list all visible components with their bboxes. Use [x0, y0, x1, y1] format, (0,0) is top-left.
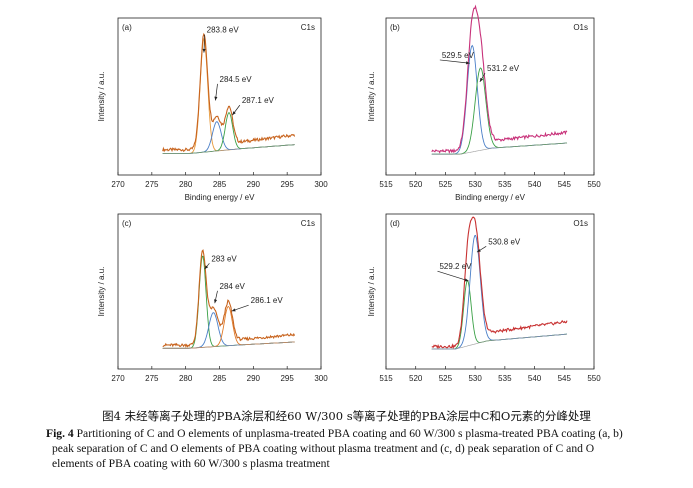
xps-figure: 270 275 280 285 290 295 300 Binding energy / eV… [97, 4, 601, 383]
peak-annotation: 531.2 eV [487, 64, 520, 73]
chart-panel-c: 270 275 280 285 290 295 300 Intensity / a.u. (c)… [97, 213, 328, 383]
series-component-3 [162, 305, 295, 349]
x-tick-label: 515 [379, 374, 393, 383]
x-tick-label: 525 [439, 374, 453, 383]
series-envelope [162, 249, 296, 348]
annotation-arrowhead [479, 77, 484, 82]
x-tick-label: 550 [587, 374, 601, 383]
y-axis-label: Intensity / a.u. [367, 72, 376, 122]
x-tick-label: 295 [280, 374, 294, 383]
chart-panel-b: 515 520 525 530 535 540 545 550 Binding energy /… [367, 4, 601, 202]
x-tick-label: 535 [498, 374, 512, 383]
series-component-3 [162, 112, 295, 154]
chart-panel-a: 270 275 280 285 290 295 300 Binding energy / eV… [97, 17, 328, 202]
series-background [162, 341, 295, 349]
panel-label: (b) [390, 23, 400, 32]
series-component-1 [431, 44, 568, 155]
x-tick-label: 270 [111, 180, 125, 189]
annotation-arrowhead [476, 248, 481, 253]
x-tick-label: 285 [213, 374, 227, 383]
plot-frame [385, 213, 595, 370]
x-tick-label: 300 [314, 374, 328, 383]
y-axis-label: Intensity / a.u. [97, 267, 106, 317]
plot-frame [117, 17, 322, 176]
series-envelope [431, 4, 568, 154]
x-tick-label: 515 [379, 180, 393, 189]
x-tick-label: 535 [498, 180, 512, 189]
x-tick-label: 540 [528, 180, 542, 189]
series-background [431, 333, 568, 350]
caption-label: Fig. 4 [46, 427, 74, 440]
x-tick-label: 530 [468, 374, 482, 383]
x-tick-label: 275 [145, 374, 159, 383]
annotation-arrow [439, 59, 470, 64]
x-tick-label: 280 [179, 180, 193, 189]
panel-title: C1s [301, 219, 315, 228]
series-component-1 [162, 37, 295, 154]
series-component-2 [431, 67, 568, 155]
panel-label: (d) [390, 219, 400, 228]
annotation-arrowhead [214, 96, 218, 101]
caption-line-3: elements of PBA coating with 60 W/300 s … [52, 457, 330, 470]
annotation-arrowhead [465, 61, 470, 65]
annotation-arrowhead [202, 48, 206, 53]
panel-title: O1s [573, 23, 588, 32]
panel-label: (c) [122, 219, 132, 228]
peak-annotation: 284.5 eV [220, 75, 253, 84]
annotation-arrowhead [204, 265, 209, 270]
annotation-arrow [437, 270, 469, 282]
series-component-2 [431, 234, 568, 350]
x-tick-label: 300 [314, 180, 328, 189]
x-tick-label: 545 [558, 180, 572, 189]
caption-line-1: Partitioning of C and O elements of unpl… [76, 427, 623, 440]
x-tick-label: 275 [145, 180, 159, 189]
x-tick-label: 290 [247, 374, 261, 383]
x-axis-label: Binding energy / eV [455, 193, 525, 202]
x-tick-label: 530 [468, 180, 482, 189]
series-background [431, 142, 568, 155]
peak-annotation: 283 eV [211, 254, 237, 263]
x-tick-label: 280 [179, 374, 193, 383]
series-envelope [431, 216, 568, 350]
figure-caption: 图4 未经等离子处理的PBA涂层和经60 W/300 s等离子处理的PBA涂层中… [0, 408, 693, 471]
series-component-1 [431, 279, 568, 350]
annotation-arrowhead [464, 278, 469, 282]
peak-annotation: 529.2 eV [439, 262, 472, 271]
annotation-arrowhead [231, 308, 236, 312]
x-tick-label: 525 [439, 180, 453, 189]
series-background [162, 144, 295, 154]
y-axis-label: Intensity / a.u. [367, 267, 376, 317]
panel-title: O1s [573, 219, 588, 228]
x-tick-label: 295 [280, 180, 294, 189]
x-tick-label: 520 [409, 180, 423, 189]
y-axis-label: Intensity / a.u. [97, 72, 106, 122]
caption-chinese: 图4 未经等离子处理的PBA涂层和经60 W/300 s等离子处理的PBA涂层中… [102, 409, 591, 423]
x-tick-label: 520 [409, 374, 423, 383]
x-tick-label: 270 [111, 374, 125, 383]
panel-title: C1s [301, 23, 315, 32]
x-axis-label: Binding energy / eV [185, 193, 255, 202]
plot-frame [117, 213, 322, 370]
peak-annotation: 283.8 eV [207, 26, 240, 35]
chart-panel-d: 515 520 525 530 535 540 545 550 Intensity / a.u.… [367, 213, 601, 383]
peak-annotation: 287.1 eV [242, 96, 275, 105]
x-tick-label: 290 [247, 180, 261, 189]
panel-label: (a) [122, 23, 132, 32]
x-tick-label: 545 [558, 374, 572, 383]
caption-line-2: peak separation of C and O elements of P… [52, 442, 595, 455]
x-tick-label: 550 [587, 180, 601, 189]
annotation-arrowhead [214, 299, 218, 304]
caption-english: Fig. 4 Partitioning of C and O elements … [46, 426, 652, 471]
peak-annotation: 286.1 eV [251, 296, 284, 305]
series-envelope [162, 32, 296, 153]
x-tick-label: 540 [528, 374, 542, 383]
plot-frame [385, 17, 595, 176]
peak-annotation: 530.8 eV [488, 237, 521, 246]
annotation-arrowhead [232, 111, 236, 116]
peak-annotation: 284 eV [220, 282, 246, 291]
peak-annotation: 529.5 eV [442, 51, 475, 60]
x-tick-label: 285 [213, 180, 227, 189]
